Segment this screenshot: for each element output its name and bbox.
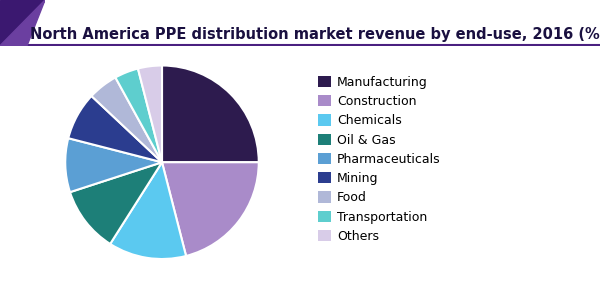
Wedge shape: [110, 162, 186, 259]
Wedge shape: [70, 162, 162, 244]
Legend: Manufacturing, Construction, Chemicals, Oil & Gas, Pharmaceuticals, Mining, Food: Manufacturing, Construction, Chemicals, …: [318, 76, 440, 243]
Wedge shape: [65, 138, 162, 192]
Wedge shape: [162, 65, 259, 162]
Wedge shape: [162, 162, 259, 256]
Wedge shape: [68, 96, 162, 162]
Wedge shape: [138, 65, 162, 162]
Wedge shape: [91, 78, 162, 162]
Polygon shape: [0, 0, 45, 46]
Wedge shape: [115, 68, 162, 162]
Text: North America PPE distribution market revenue by end-use, 2016 (%): North America PPE distribution market re…: [30, 27, 600, 42]
Polygon shape: [0, 0, 45, 46]
